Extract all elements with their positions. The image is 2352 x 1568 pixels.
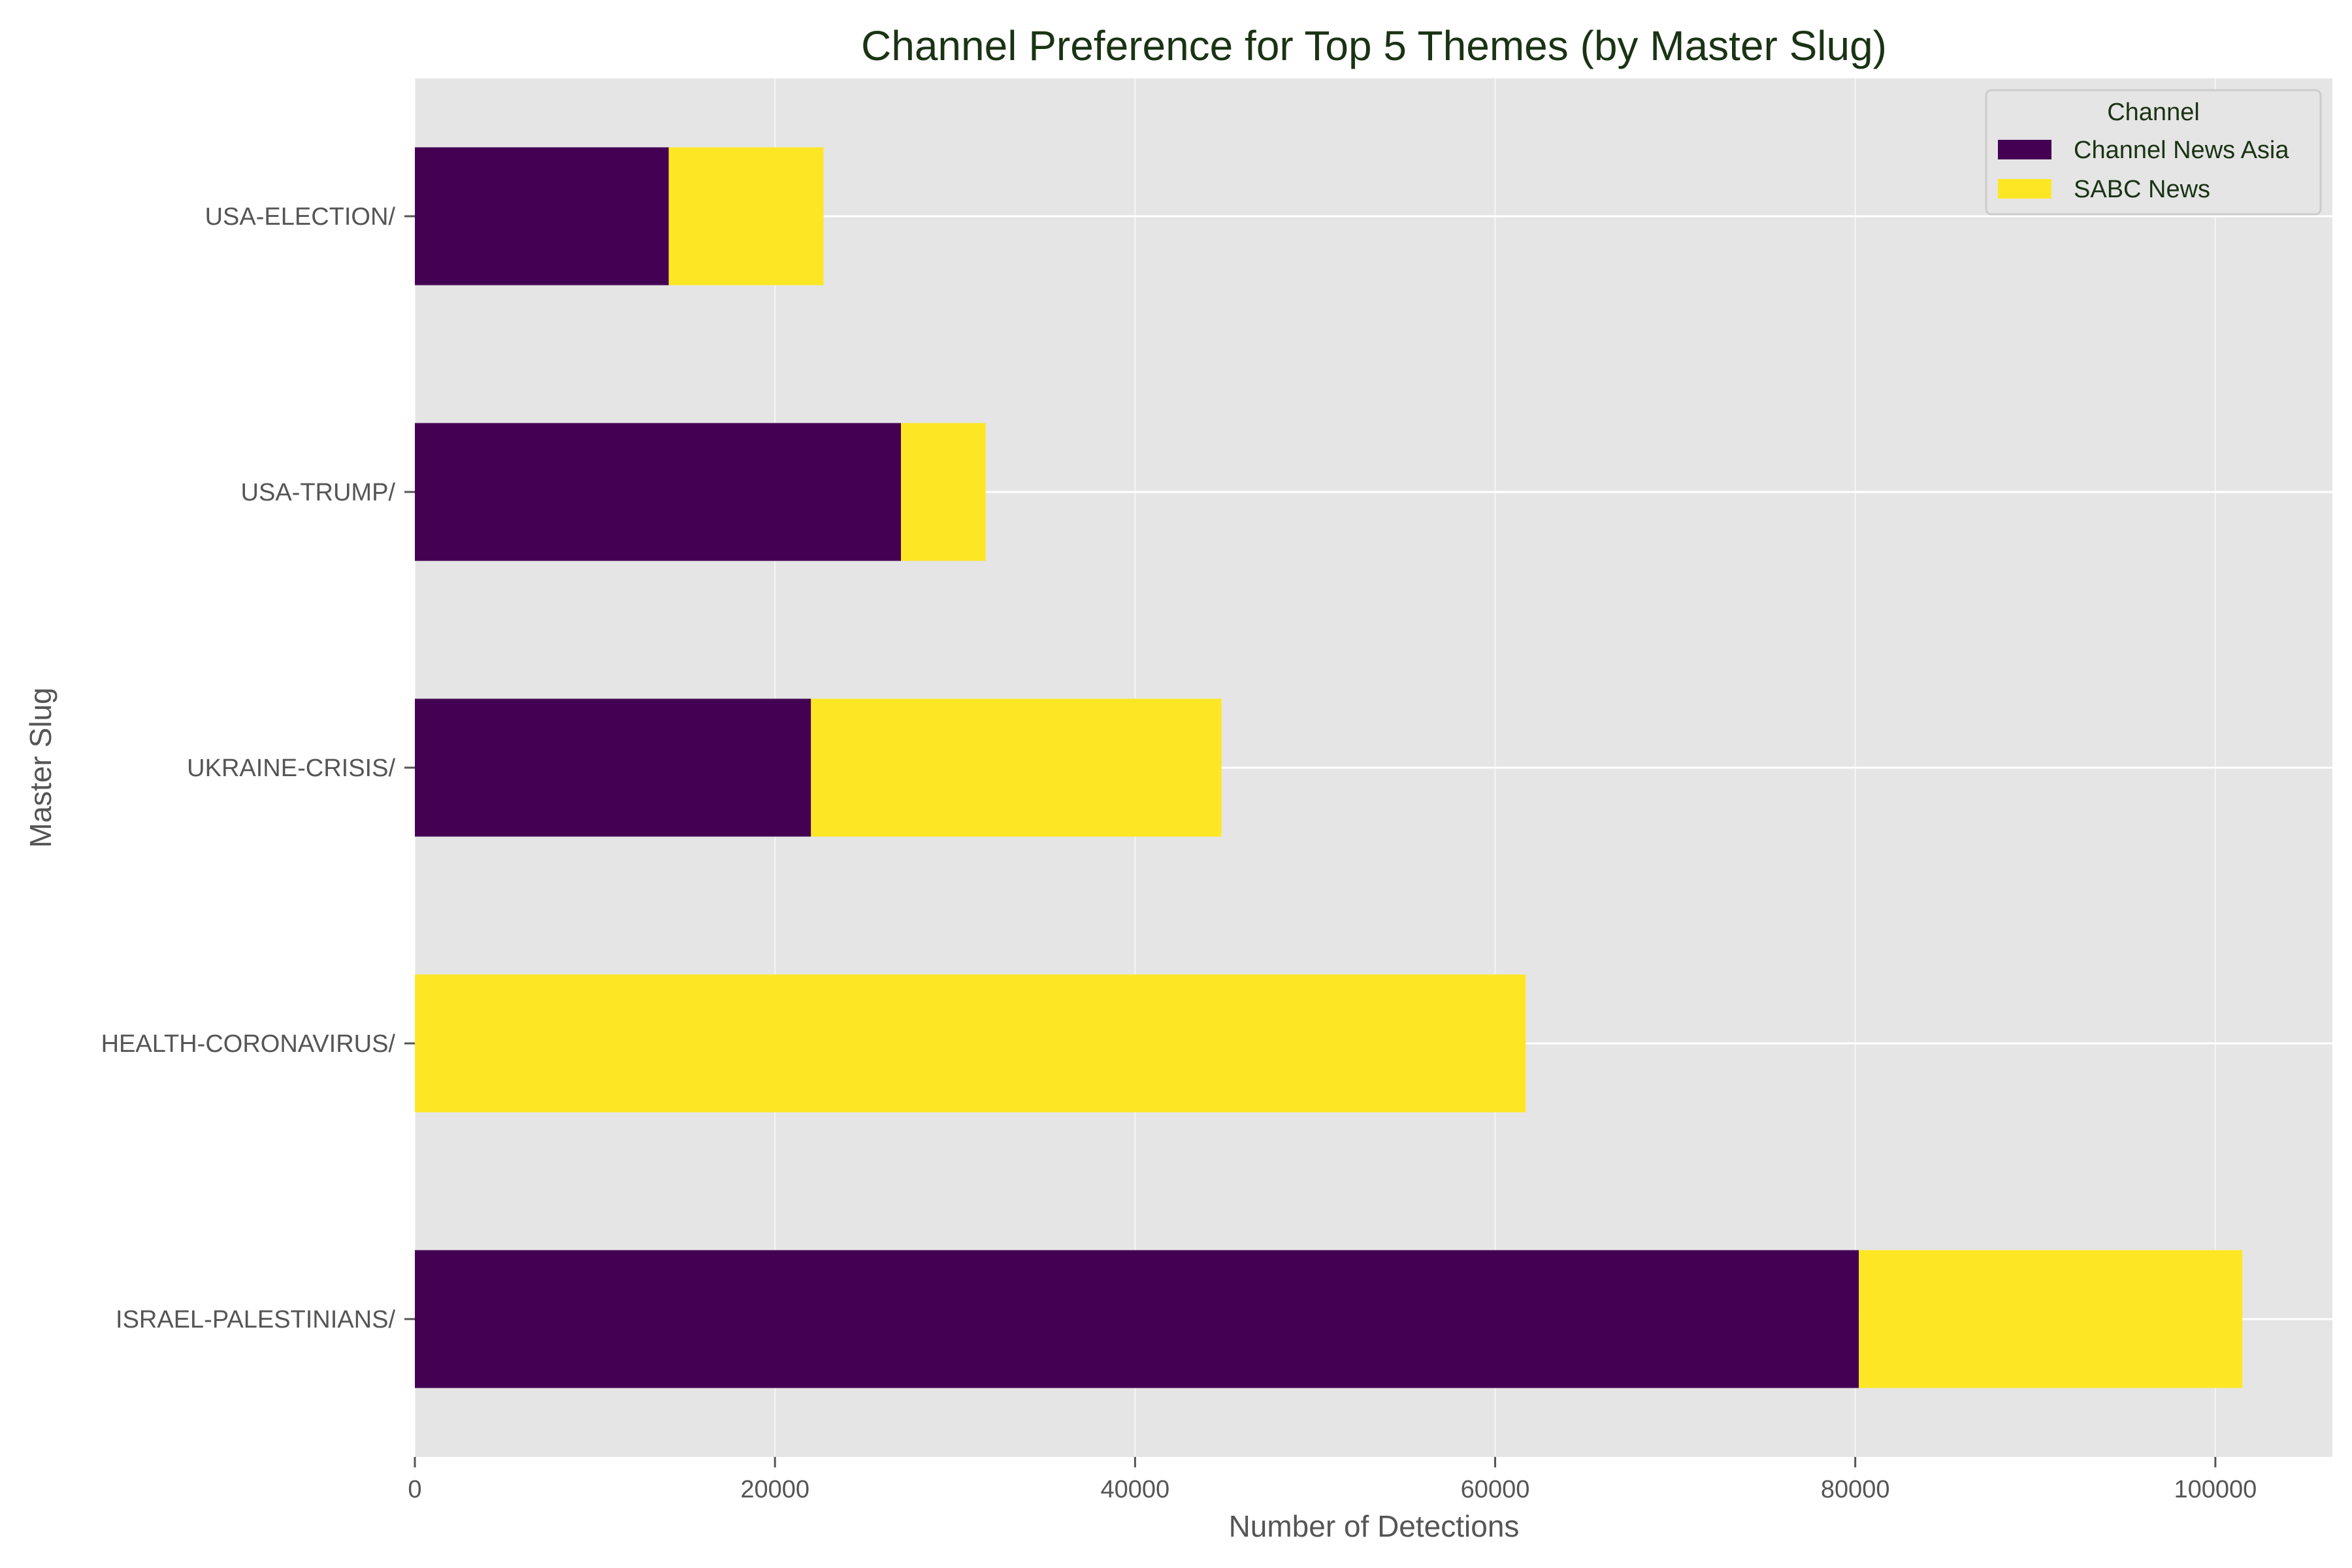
y-tick-label: USA-TRUMP/	[241, 479, 396, 506]
y-axis-ticks: ISRAEL-PALESTINIANS/HEALTH-CORONAVIRUS/U…	[101, 203, 415, 1333]
x-tick-label: 100000	[2174, 1476, 2257, 1503]
legend-label: Channel News Asia	[2074, 137, 2289, 164]
bar-segment-channel-news-asia	[415, 1250, 1859, 1388]
legend-title: Channel	[2107, 99, 2200, 126]
legend-swatch	[1998, 140, 2051, 159]
bar-segment-sabc-news	[668, 147, 824, 286]
bar-segment-channel-news-asia	[415, 423, 902, 561]
y-axis-label: Master Slug	[24, 687, 57, 847]
y-tick-label: UKRAINE-CRISIS/	[187, 755, 395, 782]
legend-swatch	[1998, 179, 2051, 199]
legend-label: SABC News	[2074, 176, 2210, 203]
y-tick-label: ISRAEL-PALESTINIANS/	[116, 1306, 395, 1333]
legend: Channel Channel News Asia SABC News	[1985, 89, 2322, 216]
bar-segment-sabc-news	[811, 698, 1222, 837]
bar-segment-sabc-news	[415, 974, 1526, 1113]
x-tick-label: 60000	[1461, 1476, 1530, 1503]
bar-segment-channel-news-asia	[415, 698, 811, 837]
x-tick-label: 20000	[740, 1476, 809, 1503]
bar-segment-channel-news-asia	[415, 147, 669, 286]
y-tick-label: HEALTH-CORONAVIRUS/	[101, 1030, 396, 1058]
bars	[415, 147, 2243, 1388]
x-axis-ticks: 0 20000 40000 60000 80000 100000	[408, 1457, 2257, 1503]
x-tick-label: 0	[408, 1476, 421, 1503]
legend-box	[1985, 89, 2322, 216]
x-tick-label: 40000	[1101, 1476, 1170, 1503]
x-axis-label: Number of Detections	[1229, 1509, 1520, 1543]
y-tick-label: USA-ELECTION/	[205, 203, 396, 231]
bar-segment-sabc-news	[1859, 1250, 2243, 1388]
chart-title: Channel Preference for Top 5 Themes (by …	[861, 22, 1887, 69]
x-tick-label: 80000	[1821, 1476, 1890, 1503]
bar-segment-sabc-news	[901, 423, 986, 561]
